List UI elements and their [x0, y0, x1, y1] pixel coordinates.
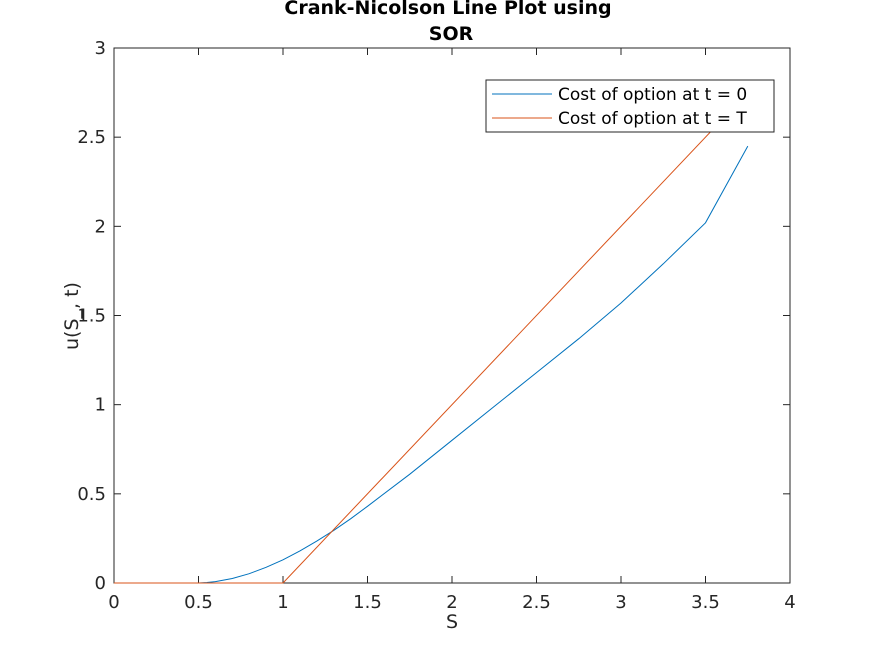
x-tick-label: 2.5 — [522, 592, 551, 613]
x-tick-label: 0 — [108, 592, 119, 613]
y-tick-label: 0.5 — [77, 484, 106, 505]
legend-box — [485, 79, 775, 133]
y-tick-label: 1.5 — [77, 306, 106, 327]
chart-title-line-2: SOR — [429, 23, 474, 45]
y-axis-label: u(S_, t) — [61, 282, 83, 350]
x-tick-label: 4 — [784, 592, 795, 613]
x-tick-label: 0.5 — [184, 592, 213, 613]
legend-label-t0: Cost of option at t = 0 — [558, 85, 747, 105]
series-line-0 — [114, 145, 749, 584]
chart-title-line-1: Crank-Nicolson Line Plot using — [284, 0, 611, 19]
y-tick-label: 0 — [95, 573, 106, 594]
x-tick-label: 1 — [277, 592, 288, 613]
x-axis: 0 0.5 1 1.5 2 2.5 3 3.5 4 — [108, 48, 796, 613]
x-tick-label: 3.5 — [691, 592, 720, 613]
x-tick-label: 3 — [615, 592, 626, 613]
x-tick-label: 2 — [446, 592, 457, 613]
x-axis-label: S — [446, 611, 458, 633]
y-tick-label: 3 — [95, 38, 106, 59]
plot-area — [113, 47, 791, 584]
y-tick-label: 1 — [95, 395, 106, 416]
legend: Cost of option at t = 0 Cost of option a… — [485, 79, 775, 133]
series-line-1 — [114, 126, 716, 584]
y-tick-label: 2.5 — [77, 127, 106, 148]
plot-lines — [114, 126, 749, 584]
legend-label-tT: Cost of option at t = T — [558, 109, 747, 129]
y-tick-label: 2 — [95, 216, 106, 237]
x-tick-label: 1.5 — [353, 592, 382, 613]
y-axis: 0 0.5 1 1.5 2 2.5 3 — [77, 38, 790, 594]
